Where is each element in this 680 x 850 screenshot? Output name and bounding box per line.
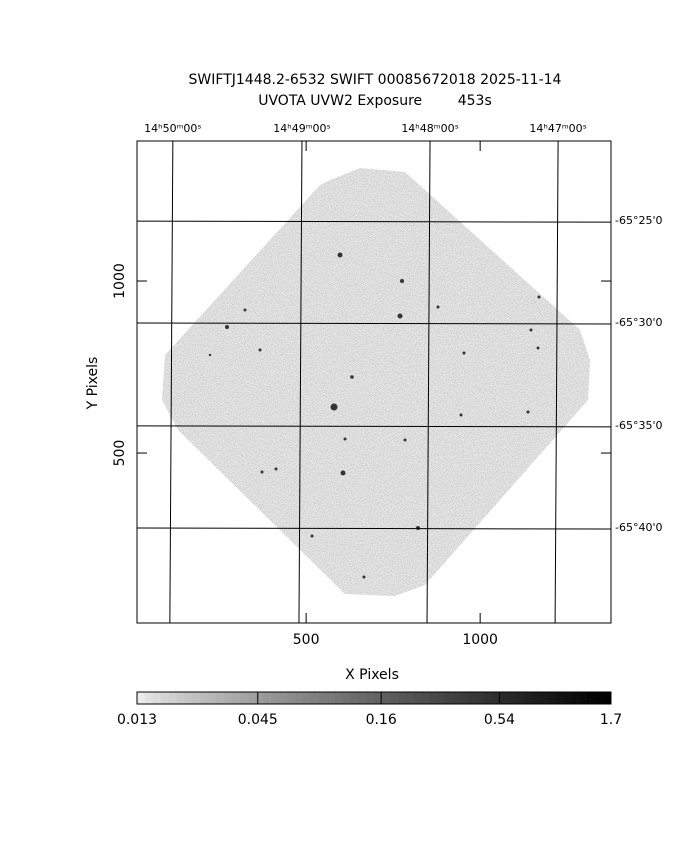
y2-tick-label: -65°35'0 bbox=[615, 419, 663, 432]
colorbar-step bbox=[587, 692, 596, 704]
colorbar-step bbox=[310, 692, 320, 704]
x-tick-label: 500 bbox=[293, 632, 320, 648]
x-axis-label: X Pixels bbox=[345, 667, 399, 683]
colorbar-step bbox=[334, 692, 343, 704]
colorbar-step bbox=[279, 692, 288, 704]
plot-frame bbox=[136, 140, 612, 624]
y-tick-label: 500 bbox=[112, 440, 128, 467]
y2-tick-label: -65°40'0 bbox=[615, 521, 663, 534]
y-tick-label: 1000 bbox=[112, 263, 128, 299]
colorbar-step bbox=[192, 692, 201, 704]
colorbar-step bbox=[216, 692, 225, 704]
chart-subtitle: UVOTA UVW2 Exposure 453s bbox=[258, 93, 492, 109]
image-noise bbox=[162, 168, 590, 596]
colorbar-step bbox=[208, 692, 217, 704]
colorbar-step bbox=[168, 692, 177, 704]
colorbar-step bbox=[453, 692, 462, 704]
colorbar-step bbox=[200, 692, 209, 704]
colorbar-tick-label: 1.7 bbox=[600, 712, 622, 728]
colorbar-step bbox=[563, 692, 572, 704]
x2-tick-label: 14ʰ50ᵐ00ˢ bbox=[144, 122, 201, 135]
colorbar-step bbox=[484, 692, 493, 704]
colorbar-step bbox=[397, 692, 407, 704]
x2-tick-label: 14ʰ47ᵐ00ˢ bbox=[529, 122, 586, 135]
colorbar-step bbox=[492, 692, 501, 704]
colorbar-step bbox=[413, 692, 422, 704]
colorbar-step bbox=[302, 692, 312, 704]
colorbar-step bbox=[160, 692, 170, 704]
colorbar-step bbox=[532, 692, 541, 704]
colorbar-step bbox=[358, 692, 367, 704]
dec-grid-line bbox=[136, 220, 612, 223]
colorbar-step bbox=[381, 692, 391, 704]
colorbar-step bbox=[137, 692, 146, 704]
colorbar-step bbox=[184, 692, 193, 704]
dec-grid-line bbox=[136, 527, 612, 530]
colorbar-step bbox=[374, 692, 383, 704]
colorbar-step bbox=[421, 692, 430, 704]
colorbar-step bbox=[389, 692, 399, 704]
colorbar-step bbox=[271, 692, 280, 704]
colorbar-step bbox=[571, 692, 580, 704]
colorbar-step bbox=[350, 692, 359, 704]
colorbar-step bbox=[539, 692, 549, 704]
colorbar-step bbox=[437, 692, 446, 704]
colorbar-step bbox=[595, 692, 604, 704]
colorbar-step bbox=[547, 692, 557, 704]
ra-grid-line bbox=[554, 140, 559, 624]
chart-title: SWIFTJ1448.2-6532 SWIFT 00085672018 2025… bbox=[189, 72, 562, 88]
x2-tick-label: 14ʰ48ᵐ00ˢ bbox=[401, 122, 458, 135]
colorbar-step bbox=[231, 692, 241, 704]
exposure-image bbox=[162, 168, 590, 596]
dec-grid-line bbox=[136, 425, 612, 428]
colorbar-step bbox=[476, 692, 486, 704]
colorbar-step bbox=[263, 692, 272, 704]
colorbar-step bbox=[508, 692, 517, 704]
colorbar-tick-label: 0.54 bbox=[484, 712, 515, 728]
colorbar-step bbox=[468, 692, 478, 704]
colorbar-step bbox=[295, 692, 304, 704]
colorbar-tick-label: 0.16 bbox=[366, 712, 397, 728]
colorbar-step bbox=[176, 692, 185, 704]
colorbar-step bbox=[603, 692, 612, 704]
colorbar-tick-label: 0.045 bbox=[238, 712, 278, 728]
colorbar-step bbox=[555, 692, 565, 704]
colorbar-step bbox=[247, 692, 256, 704]
colorbar-step bbox=[579, 692, 588, 704]
colorbar-step bbox=[445, 692, 454, 704]
colorbar-step bbox=[144, 692, 154, 704]
y2-tick-label: -65°25'0 bbox=[615, 214, 663, 227]
colorbar-step bbox=[524, 692, 533, 704]
colorbar-step bbox=[366, 692, 375, 704]
colorbar-step bbox=[405, 692, 414, 704]
colorbar-step bbox=[516, 692, 525, 704]
colorbar-step bbox=[255, 692, 264, 704]
colorbar-step bbox=[152, 692, 162, 704]
y2-tick-label: -65°30'0 bbox=[615, 316, 663, 329]
colorbar-tick-label: 0.013 bbox=[117, 712, 157, 728]
x-tick-label: 1000 bbox=[462, 632, 498, 648]
colorbar-step bbox=[429, 692, 438, 704]
colorbar-step bbox=[326, 692, 335, 704]
x2-tick-label: 14ʰ49ᵐ00ˢ bbox=[273, 122, 330, 135]
colorbar-step bbox=[239, 692, 249, 704]
y-axis-label: Y Pixels bbox=[85, 357, 101, 411]
colorbar-step bbox=[500, 692, 509, 704]
dec-grid-line bbox=[136, 322, 612, 325]
colorbar-step bbox=[342, 692, 351, 704]
colorbar-step bbox=[223, 692, 233, 704]
colorbar-step bbox=[287, 692, 296, 704]
colorbar-step bbox=[318, 692, 328, 704]
colorbar-step bbox=[460, 692, 470, 704]
